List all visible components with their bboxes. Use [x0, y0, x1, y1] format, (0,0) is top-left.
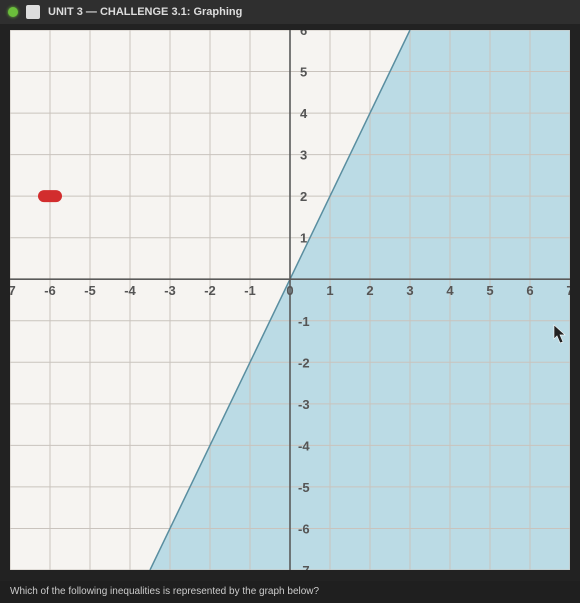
svg-text:-7: -7	[298, 563, 310, 570]
svg-text:-3: -3	[164, 283, 176, 298]
svg-text:1: 1	[300, 231, 307, 246]
svg-text:7: 7	[566, 283, 570, 298]
svg-text:4: 4	[446, 283, 454, 298]
svg-text:-4: -4	[124, 283, 136, 298]
svg-text:4: 4	[300, 106, 308, 121]
app-screen: UNIT 3 — CHALLENGE 3.1: Graphing -7-6-5-…	[0, 0, 580, 603]
svg-text:-6: -6	[298, 521, 310, 536]
status-dot-icon	[8, 7, 18, 17]
svg-text:-1: -1	[298, 314, 310, 329]
title-bar: UNIT 3 — CHALLENGE 3.1: Graphing	[0, 0, 580, 24]
graph-panel: -7 -6 -5 -4 -3 -2 -1 0 1 2 3 4 5 6 7 1 2 3 4 5 6 -1 -2 -3 -4 -5 -6…	[10, 30, 570, 570]
svg-text:2: 2	[366, 283, 373, 298]
question-prompt: Which of the following inequalities is r…	[10, 586, 319, 597]
svg-text:3: 3	[300, 148, 307, 163]
page-title: UNIT 3 — CHALLENGE 3.1: Graphing	[48, 6, 242, 18]
svg-text:-5: -5	[84, 283, 96, 298]
svg-text:1: 1	[326, 283, 333, 298]
svg-text:-7: -7	[10, 283, 16, 298]
svg-text:-6: -6	[44, 283, 56, 298]
svg-text:5: 5	[300, 65, 307, 80]
svg-text:-1: -1	[244, 283, 256, 298]
svg-text:-4: -4	[298, 438, 310, 453]
window-icon	[26, 5, 40, 19]
svg-text:-5: -5	[298, 480, 310, 495]
question-prompt-bar: Which of the following inequalities is r…	[0, 581, 580, 603]
inequality-graph[interactable]: -7 -6 -5 -4 -3 -2 -1 0 1 2 3 4 5 6 7 1 2 3 4 5 6 -1 -2 -3 -4 -5 -6…	[10, 30, 570, 570]
svg-text:5: 5	[486, 283, 493, 298]
svg-text:-2: -2	[204, 283, 216, 298]
svg-text:3: 3	[406, 283, 413, 298]
svg-text:6: 6	[300, 30, 307, 38]
svg-text:2: 2	[300, 189, 307, 204]
svg-text:-3: -3	[298, 397, 310, 412]
svg-text:0: 0	[286, 283, 293, 298]
svg-text:6: 6	[526, 283, 533, 298]
svg-text:-2: -2	[298, 355, 310, 370]
